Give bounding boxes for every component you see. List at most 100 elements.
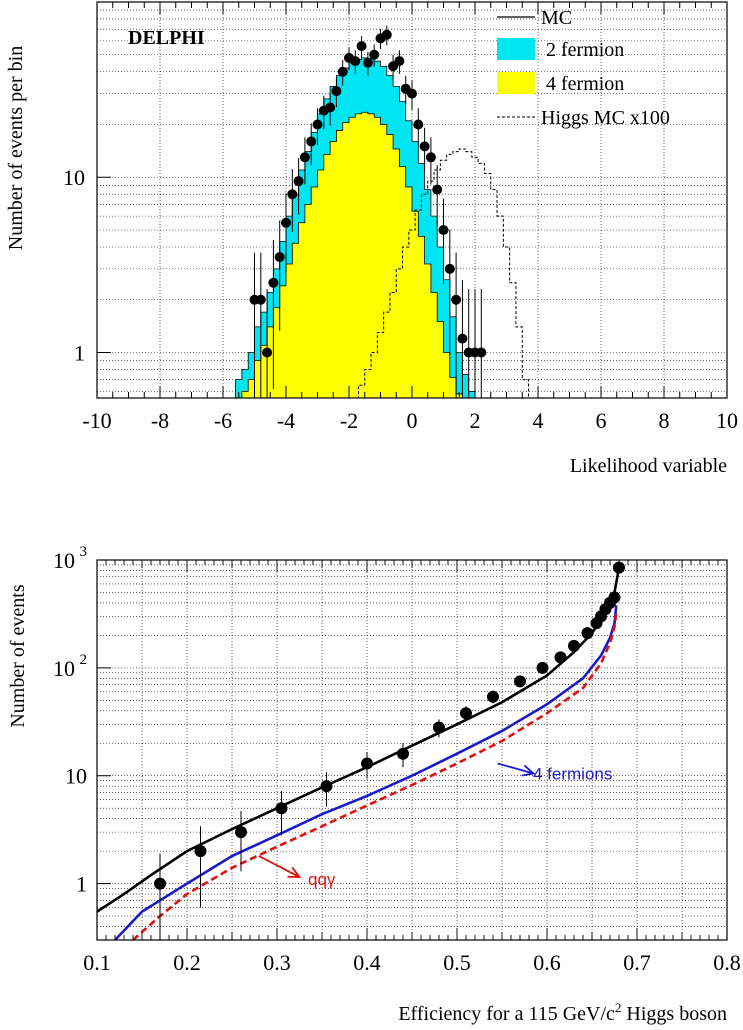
annotation-label-1: qqγ bbox=[308, 870, 336, 889]
data-point bbox=[568, 639, 580, 652]
data-point bbox=[608, 591, 621, 604]
data-point bbox=[337, 66, 348, 77]
x-tick-label: -10 bbox=[82, 408, 111, 433]
series-4fermions-line bbox=[114, 605, 618, 941]
data-point bbox=[306, 136, 317, 147]
y-tick-label: 10 bbox=[65, 764, 87, 789]
data-point bbox=[581, 627, 594, 640]
data-point bbox=[312, 119, 323, 130]
x-tick-label: 0.4 bbox=[353, 950, 381, 975]
y-tick-exponent: 3 bbox=[80, 544, 88, 560]
data-point bbox=[287, 189, 298, 200]
data-point bbox=[361, 757, 373, 770]
x-tick-label: -8 bbox=[151, 408, 169, 433]
series-higgs-mc-line bbox=[352, 148, 530, 399]
data-point bbox=[444, 263, 455, 274]
data-point bbox=[356, 41, 367, 52]
x-tick-label: 0.6 bbox=[533, 950, 561, 975]
data-point bbox=[413, 119, 424, 130]
data-point bbox=[487, 690, 499, 703]
legend-2fermion-swatch bbox=[497, 38, 535, 60]
x-tick-label: 8 bbox=[659, 408, 670, 433]
x-tick-label: -4 bbox=[277, 408, 295, 433]
plot2-x-ticks: 0.1 0.2 0.3 0.4 0.5 0.6 0.7 0.8 bbox=[83, 560, 741, 975]
data-point bbox=[438, 225, 449, 236]
plot1-y-axis-label: Number of events per bin bbox=[5, 46, 27, 250]
plot1-y-ticks: 1 10 bbox=[63, 165, 111, 365]
plot2-annotations: 4 fermions qqγ bbox=[258, 762, 612, 889]
data-point bbox=[451, 294, 462, 305]
data-point bbox=[432, 184, 443, 195]
data-point bbox=[268, 277, 279, 288]
legend-2fermion-label: 2 fermion bbox=[541, 39, 624, 61]
data-point bbox=[320, 780, 333, 793]
data-point bbox=[613, 561, 625, 574]
x-tick-label: 0.3 bbox=[263, 950, 291, 975]
x-tick-label: 4 bbox=[533, 408, 544, 433]
efficiency-panel: 4 fermions qqγ 0.1 0.2 0.3 0.4 0.5 0.6 0.7 0.8 1… bbox=[7, 544, 741, 1025]
data-point bbox=[381, 29, 392, 40]
plot1-x-axis-label: Likelihood variable bbox=[570, 455, 727, 477]
data-point bbox=[350, 56, 361, 67]
plot2-y-ticks: 1 10 10 2 10 3 bbox=[53, 544, 111, 897]
legend-4fermion-label: 4 fermion bbox=[541, 73, 624, 95]
y-tick-label: 1 bbox=[74, 340, 85, 365]
data-point bbox=[457, 333, 468, 344]
data-point bbox=[235, 826, 247, 839]
plot2-data-points bbox=[154, 561, 625, 940]
data-point bbox=[419, 141, 430, 152]
data-point bbox=[476, 347, 487, 358]
y-tick-label: 10 bbox=[53, 656, 75, 681]
data-point bbox=[369, 49, 380, 60]
x-tick-label: 6 bbox=[596, 408, 607, 433]
y-tick-label: 10 bbox=[53, 548, 75, 573]
data-point bbox=[554, 651, 567, 664]
plot1-stacked-fills bbox=[235, 57, 482, 399]
annotation-arrowhead-1 bbox=[287, 866, 302, 879]
legend-mc-label: MC bbox=[541, 7, 572, 29]
x-tick-label: 2 bbox=[470, 408, 481, 433]
data-point bbox=[299, 152, 310, 163]
y-tick-label: 10 bbox=[63, 165, 85, 190]
x-tick-label: 0.5 bbox=[443, 950, 471, 975]
data-point bbox=[154, 877, 166, 890]
data-point bbox=[262, 347, 273, 358]
annotation-arrowhead-0 bbox=[521, 764, 536, 777]
x-tick-label: 0.8 bbox=[713, 950, 741, 975]
x-tick-label: 0.2 bbox=[173, 950, 201, 975]
data-point bbox=[460, 707, 472, 720]
x-tick-label: 10 bbox=[716, 408, 738, 433]
x-tick-label: 0.1 bbox=[83, 950, 111, 975]
annotation-arrow-1 bbox=[258, 855, 300, 878]
data-point bbox=[397, 747, 409, 760]
likelihood-histogram-panel: -10 -8 -6 -4 -2 0 2 4 6 8 10 1 10 DELPHI MC 2 fermi… bbox=[5, 1, 738, 477]
plot1-data-points bbox=[249, 25, 487, 398]
data-point bbox=[362, 57, 373, 68]
x-tick-label: 0 bbox=[407, 408, 418, 433]
data-point bbox=[281, 217, 291, 228]
x-tick-label: 0.7 bbox=[623, 950, 651, 975]
legend-higgs-label: Higgs MC x100 bbox=[541, 107, 670, 129]
data-point bbox=[425, 152, 436, 163]
experiment-label: DELPHI bbox=[128, 27, 205, 49]
x-label-main: Efficiency for a 115 GeV/c bbox=[398, 1003, 615, 1025]
data-point bbox=[536, 661, 549, 674]
data-point bbox=[331, 86, 342, 97]
data-point bbox=[275, 802, 288, 815]
annotation-arrow-0 bbox=[497, 762, 534, 775]
x-tick-label: -6 bbox=[214, 408, 232, 433]
plot1-x-ticks: -10 -8 -6 -4 -2 0 2 4 6 8 10 bbox=[82, 2, 738, 433]
data-point bbox=[293, 176, 304, 187]
x-tick-label: -2 bbox=[340, 408, 358, 433]
y-tick-label: 1 bbox=[76, 872, 87, 897]
plot1-legend: MC 2 fermion 4 fermion Higgs MC x100 bbox=[497, 7, 670, 129]
legend-4fermion-swatch bbox=[497, 72, 535, 94]
plot2-y-axis-label: Number of events bbox=[7, 584, 29, 728]
data-point bbox=[407, 88, 417, 99]
data-point bbox=[274, 252, 285, 263]
x-label-superscript: 2 bbox=[615, 1000, 622, 1015]
data-point bbox=[514, 675, 526, 688]
data-point bbox=[255, 294, 266, 305]
data-point bbox=[325, 102, 336, 113]
